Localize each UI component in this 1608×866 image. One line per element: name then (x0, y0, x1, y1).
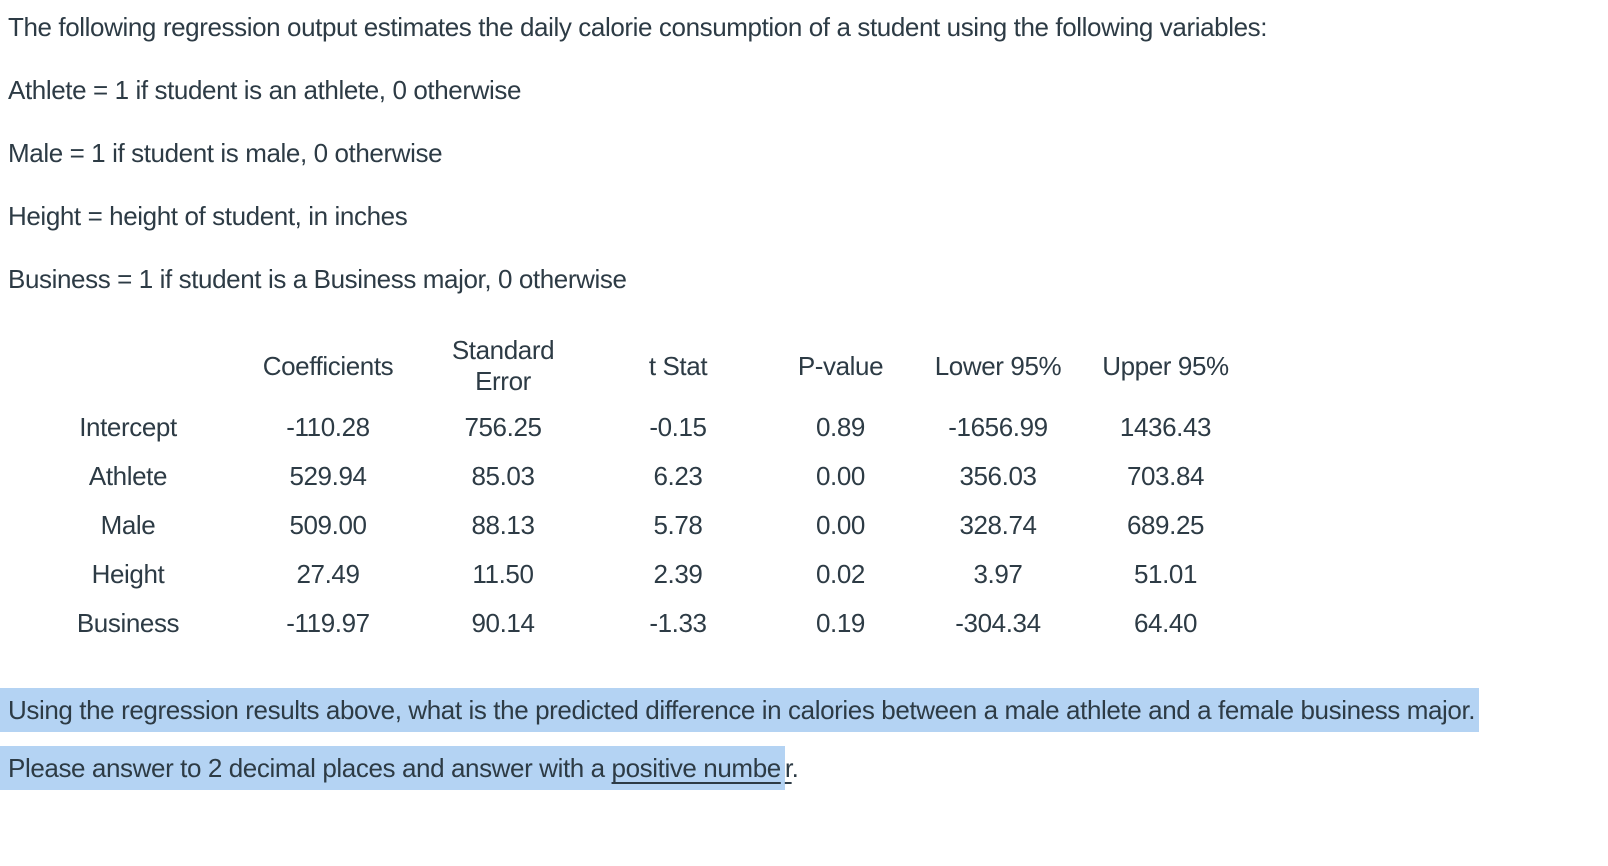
question-highlighted-text: Using the regression results above, what… (0, 688, 1480, 732)
definition-business: Business = 1 if student is a Business ma… (8, 264, 627, 294)
cell-t-stat: -0.15 (649, 412, 707, 442)
standard-error-label: Standard Error (451, 335, 555, 396)
cell-upper-95: 51.01 (1133, 559, 1198, 589)
row-label: Athlete (88, 461, 168, 491)
cell-coefficient: 529.94 (289, 461, 367, 491)
instruction-prefix: Please answer to 2 decimal places and an… (8, 753, 612, 783)
question-paragraph: Using the regression results above, what… (0, 688, 1600, 732)
cell-p-value: 0.19 (815, 608, 865, 638)
row-label: Business (76, 608, 180, 638)
cell-upper-95: 703.84 (1126, 461, 1205, 491)
table-header-row: Coefficients Standard Error t Stat P-val… (8, 329, 1258, 403)
table-row-intercept: Intercept -110.28 756.25 -0.15 0.89 -165… (8, 403, 1258, 452)
definition-athlete: Athlete = 1 if student is an athlete, 0 … (8, 75, 522, 105)
row-label: Height (91, 559, 165, 589)
cell-p-value: 0.02 (815, 559, 865, 589)
cell-standard-error: 85.03 (471, 461, 535, 491)
cell-lower-95: -1656.99 (948, 412, 1048, 442)
cell-upper-95: 1436.43 (1119, 412, 1212, 442)
table-row-male: Male 509.00 88.13 5.78 0.00 328.74 689.2… (8, 501, 1258, 550)
col-header-variable (8, 329, 248, 403)
cell-p-value: 0.89 (815, 412, 865, 442)
cell-standard-error: 756.25 (464, 412, 542, 442)
cell-standard-error: 88.13 (471, 510, 535, 540)
col-header-t-stat: t Stat (648, 350, 708, 381)
cell-t-stat: 5.78 (653, 510, 703, 540)
instruction-highlighted-text: Please answer to 2 decimal places and an… (0, 746, 785, 790)
cell-lower-95: -304.34 (955, 608, 1041, 638)
col-header-upper-95: Upper 95% (1102, 350, 1229, 381)
row-label: Male (100, 510, 156, 540)
col-header-coefficients: Coefficients (262, 350, 394, 381)
intro-paragraph: The following regression output estimate… (8, 12, 1268, 42)
row-label: Intercept (79, 412, 177, 442)
cell-upper-95: 64.40 (1133, 608, 1198, 638)
cell-coefficient: 27.49 (296, 559, 360, 589)
col-header-p-value: P-value (797, 350, 884, 381)
positive-number-underline-tail: r (784, 753, 792, 783)
definition-male: Male = 1 if student is male, 0 otherwise (8, 138, 443, 168)
cell-t-stat: 2.39 (653, 559, 703, 589)
cell-t-stat: -1.33 (649, 608, 707, 638)
positive-number-underline-highlighted: positive numbe (611, 753, 782, 783)
cell-p-value: 0.00 (815, 510, 865, 540)
answer-instruction-paragraph: Please answer to 2 decimal places and an… (0, 745, 1600, 791)
regression-output-table: Coefficients Standard Error t Stat P-val… (8, 329, 1258, 648)
cell-p-value: 0.00 (815, 461, 865, 491)
col-header-lower-95: Lower 95% (934, 350, 1062, 381)
table-row-height: Height 27.49 11.50 2.39 0.02 3.97 51.01 (8, 550, 1258, 599)
cell-upper-95: 689.25 (1126, 510, 1205, 540)
cell-t-stat: 6.23 (653, 461, 703, 491)
cell-lower-95: 328.74 (959, 510, 1037, 540)
cell-coefficient: -110.28 (286, 412, 370, 442)
cell-standard-error: 90.14 (471, 608, 535, 638)
cell-lower-95: 3.97 (973, 559, 1023, 589)
table-row-business: Business -119.97 90.14 -1.33 0.19 -304.3… (8, 599, 1258, 648)
instruction-period: . (791, 753, 799, 783)
cell-coefficient: 509.00 (289, 510, 367, 540)
cell-lower-95: 356.03 (959, 461, 1037, 491)
table-row-athlete: Athlete 529.94 85.03 6.23 0.00 356.03 70… (8, 452, 1258, 501)
col-header-standard-error: Standard Error (408, 329, 598, 403)
cell-standard-error: 11.50 (472, 559, 534, 589)
cell-coefficient: -119.97 (286, 608, 370, 638)
definition-height: Height = height of student, in inches (8, 201, 408, 231)
